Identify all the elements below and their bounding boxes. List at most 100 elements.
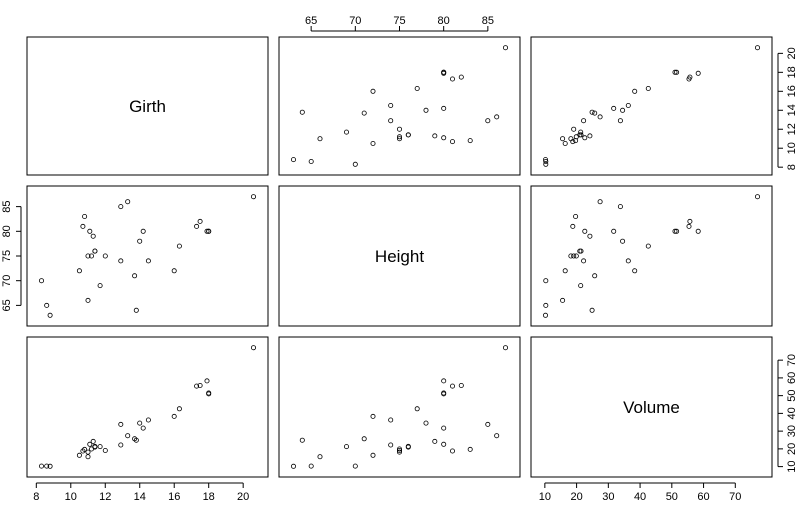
data-point: [620, 107, 626, 113]
panel-height-vs-volume: [530, 185, 773, 327]
data-point: [587, 233, 593, 239]
tick-label: 10: [65, 491, 77, 503]
data-point: [449, 448, 455, 454]
data-point: [441, 135, 447, 141]
data-point: [625, 258, 631, 264]
girth-axis-bottom: 8 10 12 14 16 18 20: [33, 482, 249, 503]
tick-label: 8: [33, 491, 39, 503]
data-point: [299, 437, 305, 443]
data-point: [137, 238, 143, 244]
data-point: [560, 136, 566, 142]
data-point: [570, 223, 576, 229]
tick-label: 10: [539, 491, 551, 503]
data-point: [695, 228, 701, 234]
data-point: [611, 228, 617, 234]
data-point: [578, 283, 584, 289]
data-point: [290, 463, 296, 469]
data-point: [502, 45, 508, 51]
data-point: [617, 118, 623, 124]
data-point: [674, 228, 680, 234]
data-point: [133, 307, 139, 313]
data-point: [645, 243, 651, 249]
data-point: [543, 278, 549, 284]
data-point: [89, 253, 95, 259]
height-axis-left: 65 70 75 80 85: [1, 200, 22, 312]
tick-label: 70: [349, 15, 361, 27]
data-point: [137, 420, 143, 426]
panel-frame: [530, 36, 773, 176]
data-point: [194, 223, 200, 229]
data-point: [592, 110, 598, 116]
data-point: [589, 307, 595, 313]
data-point: [672, 228, 678, 234]
tick-label: 75: [1, 250, 13, 262]
data-point: [578, 248, 584, 254]
data-point: [441, 69, 447, 75]
data-point: [494, 114, 500, 120]
data-point: [370, 140, 376, 146]
data-point: [396, 447, 402, 453]
data-point: [47, 463, 53, 469]
data-point: [562, 140, 568, 146]
data-point: [388, 442, 394, 448]
data-point: [44, 302, 50, 308]
data-point: [171, 268, 177, 274]
data-point: [370, 88, 376, 94]
panel-volume-vs-girth: [26, 336, 269, 478]
data-point: [132, 273, 138, 279]
panel-frame: [278, 185, 521, 327]
data-point: [85, 454, 91, 460]
data-point: [467, 446, 473, 452]
panel-girth-vs-girth: Girth: [26, 36, 269, 176]
tick-label: 10: [786, 142, 798, 154]
data-point: [140, 425, 146, 431]
tick-label: 12: [786, 123, 798, 135]
data-point: [118, 442, 124, 448]
data-point: [458, 74, 464, 80]
data-point: [308, 463, 314, 469]
tick-label: 85: [482, 15, 494, 27]
data-point: [573, 213, 579, 219]
data-point: [396, 446, 402, 452]
tick-label: 50: [786, 390, 798, 402]
data-point: [467, 138, 473, 144]
data-point: [589, 109, 595, 115]
tick-label: 8: [786, 164, 798, 170]
tick-label: 12: [99, 491, 111, 503]
panel-frame: [26, 336, 269, 478]
data-point: [361, 436, 367, 442]
data-point: [449, 139, 455, 145]
data-point: [597, 114, 603, 120]
data-point: [755, 194, 761, 200]
volume-axis-right: 10 20 30 40 50 60 70: [777, 354, 798, 473]
panels-layer: Girth Height Volume: [26, 36, 773, 478]
tick-label: 10: [786, 460, 798, 472]
tick-label: 18: [203, 491, 215, 503]
data-point: [755, 45, 761, 51]
data-point: [405, 443, 411, 449]
data-point: [687, 74, 693, 80]
data-point: [97, 283, 103, 289]
data-point: [102, 253, 108, 259]
data-point: [204, 378, 210, 384]
data-point: [176, 406, 182, 412]
data-point: [197, 218, 203, 224]
data-point: [573, 253, 579, 259]
tick-label: 40: [786, 407, 798, 419]
data-point: [414, 406, 420, 412]
tick-label: 16: [168, 491, 180, 503]
axes-layer: 8 10 12 14 16 18 20 65 70 75 80 85 10 20 30 40 50 60 70 65 7…: [1, 15, 798, 503]
data-point: [571, 253, 577, 259]
data-point: [145, 417, 151, 423]
data-point: [308, 158, 314, 164]
data-point: [352, 463, 358, 469]
data-point: [620, 238, 626, 244]
data-point: [92, 443, 98, 449]
data-point: [396, 126, 402, 132]
variable-label-volume: Volume: [623, 398, 680, 417]
data-point: [171, 413, 177, 419]
panel-frame: [530, 336, 773, 478]
data-point: [502, 345, 508, 351]
data-point: [458, 382, 464, 388]
